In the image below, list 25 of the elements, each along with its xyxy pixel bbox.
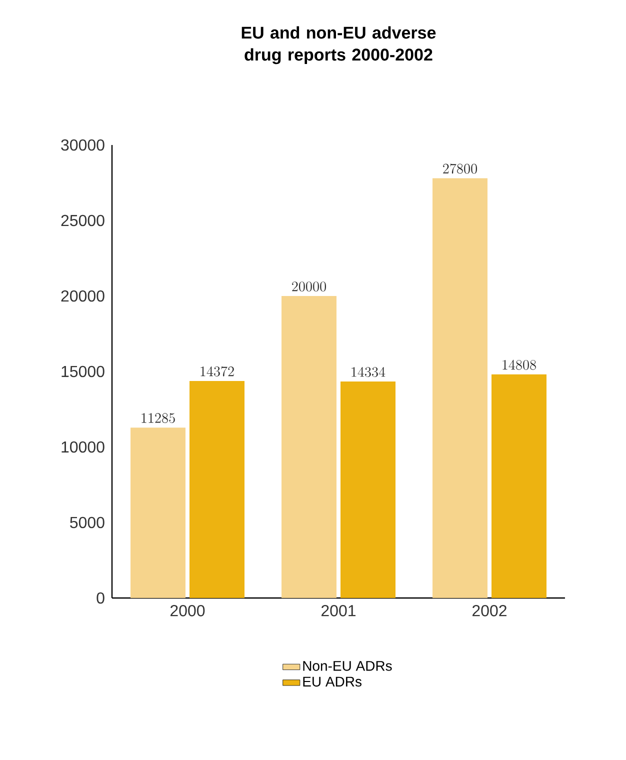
y-tick-label: 30000	[61, 139, 104, 151]
data-label: 20000	[292, 282, 326, 292]
x-tick-label: 2002	[472, 605, 506, 616]
legend-label: EU ADRs	[303, 676, 362, 687]
data-label: 14372	[200, 366, 234, 376]
y-tick-label: 20000	[61, 290, 104, 302]
data-label: 14334	[352, 366, 386, 377]
bar	[491, 374, 546, 598]
bar	[281, 296, 336, 598]
data-label: 14808	[502, 360, 536, 370]
bar	[130, 428, 186, 598]
x-tick-label: 2000	[170, 605, 205, 616]
bar	[340, 382, 396, 598]
y-tick-label: 0	[96, 592, 104, 604]
y-tick-label: 5000	[70, 516, 104, 528]
y-tick-label: 15000	[62, 366, 104, 378]
chart-title: EU and non-EU adverse drug reports 2000-2002	[242, 26, 436, 64]
bar	[432, 178, 488, 598]
x-tick-label: 2001	[322, 605, 356, 616]
legend-label: Non-EU ADRs	[303, 661, 392, 671]
y-tick-label: 25000	[61, 214, 104, 226]
y-tick-label: 10000	[62, 441, 104, 453]
data-label: 11285	[142, 413, 175, 424]
data-label: 27800	[443, 164, 477, 174]
bar	[189, 380, 244, 598]
